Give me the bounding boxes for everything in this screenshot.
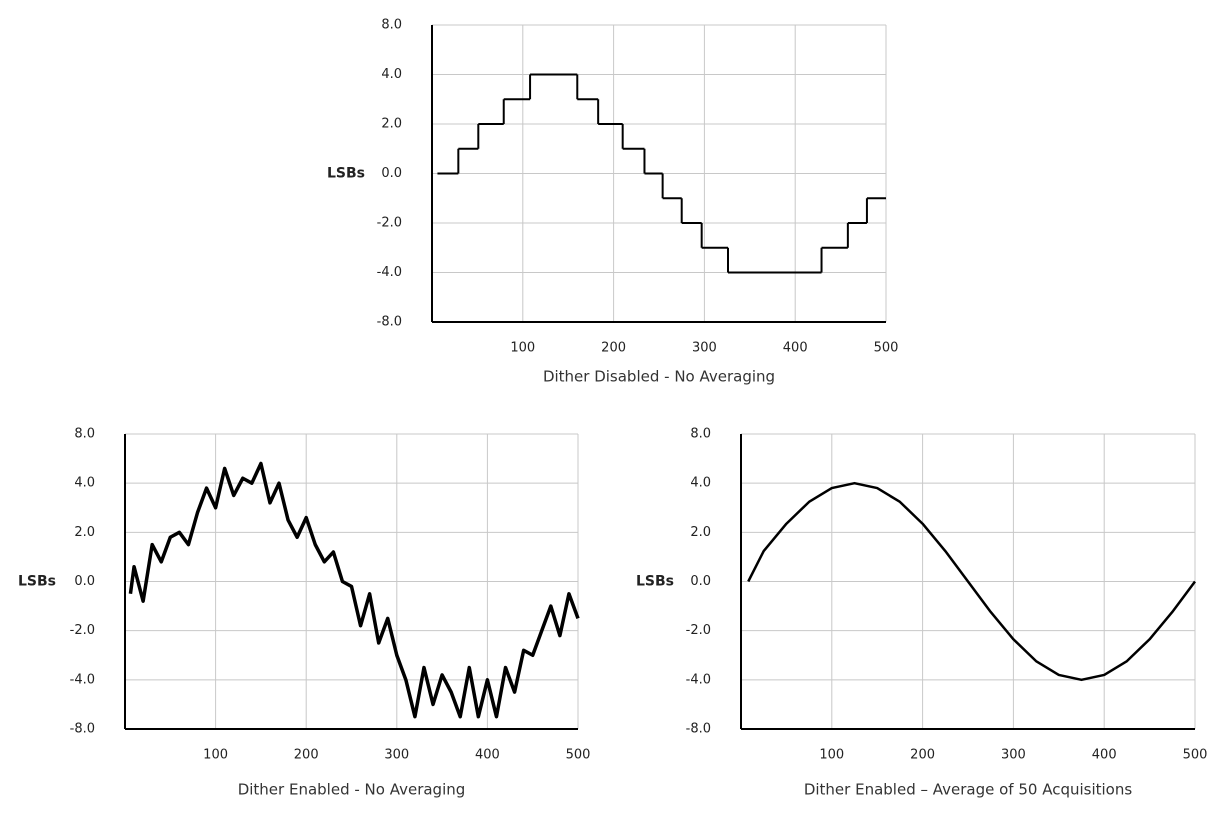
y-tick-label: 0.0: [690, 574, 711, 589]
x-tick-label: 200: [601, 341, 626, 356]
data-line: [128, 461, 580, 719]
y-tick-label: -4.0: [70, 672, 95, 687]
x-tick-label: 100: [510, 341, 535, 356]
x-tick-label: 500: [1183, 748, 1208, 763]
y-tick-label: 8.0: [690, 427, 711, 442]
y-tick-label: -8.0: [70, 722, 95, 737]
y-tick-label: -2.0: [70, 623, 95, 638]
x-tick-label: 500: [874, 341, 899, 356]
x-tick-label: 200: [910, 748, 935, 763]
y-tick-label: -4.0: [686, 672, 711, 687]
y-axis-label: LSBs: [327, 166, 365, 182]
y-tick-label: 4.0: [690, 476, 711, 491]
y-axis-label: LSBs: [636, 574, 674, 590]
y-tick-label: 4.0: [74, 476, 95, 491]
y-tick-label: 2.0: [690, 525, 711, 540]
y-tick-label: 2.0: [74, 525, 95, 540]
x-axis-label: Dither Enabled - No Averaging: [238, 781, 466, 799]
x-tick-label: 400: [475, 748, 500, 763]
y-tick-label: -2.0: [686, 623, 711, 638]
y-tick-label: -8.0: [377, 315, 402, 330]
y-tick-label: 0.0: [381, 166, 402, 181]
x-axis-label: Dither Disabled - No Averaging: [543, 368, 775, 386]
y-tick-label: -4.0: [377, 265, 402, 280]
y-tick-label: 8.0: [74, 427, 95, 442]
y-tick-label: 4.0: [381, 67, 402, 82]
x-tick-label: 300: [1001, 748, 1026, 763]
y-tick-label: -2.0: [377, 216, 402, 231]
x-tick-label: 100: [819, 748, 844, 763]
x-axis-label: Dither Enabled – Average of 50 Acquisiti…: [804, 781, 1133, 799]
x-tick-label: 400: [1092, 748, 1117, 763]
y-tick-label: 0.0: [74, 574, 95, 589]
x-tick-label: 100: [203, 748, 228, 763]
x-tick-label: 300: [384, 748, 409, 763]
y-tick-label: 8.0: [381, 18, 402, 33]
x-tick-label: 400: [783, 341, 808, 356]
y-axis-label: LSBs: [18, 574, 56, 590]
x-tick-label: 300: [692, 341, 717, 356]
y-tick-label: 2.0: [381, 117, 402, 132]
x-tick-label: 200: [294, 748, 319, 763]
y-tick-label: -8.0: [686, 722, 711, 737]
data-line: [747, 481, 1197, 682]
x-tick-label: 500: [566, 748, 591, 763]
